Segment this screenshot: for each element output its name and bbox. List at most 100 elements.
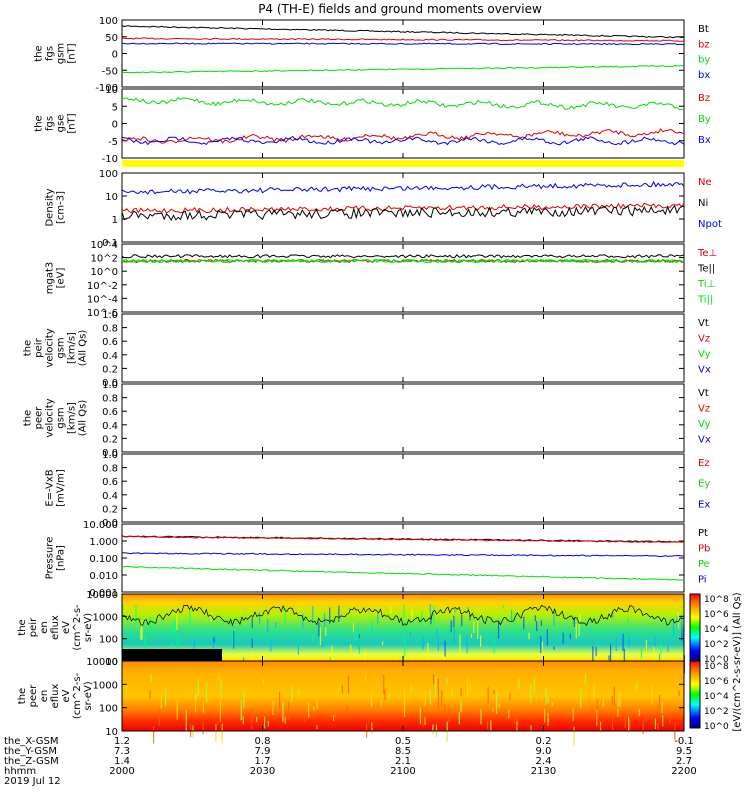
spectrogram-streak bbox=[444, 640, 446, 657]
spectrogram-streak bbox=[424, 690, 426, 707]
spectrogram-streak bbox=[575, 623, 577, 639]
fgs_gse-series-Bx bbox=[121, 135, 685, 146]
spectrogram-streak bbox=[303, 711, 305, 722]
spectrogram-streak bbox=[422, 636, 424, 650]
spectrogram-streak bbox=[490, 720, 492, 734]
spectrogram-streak bbox=[381, 641, 384, 646]
spectrogram-streak bbox=[432, 724, 434, 735]
xaxis-row-label: hhmm bbox=[4, 766, 36, 777]
peir_eflux-ylabel: sr-eV) bbox=[83, 613, 94, 642]
spectrogram-streak bbox=[622, 634, 624, 651]
xaxis-tick-label: 0.2 bbox=[536, 736, 552, 747]
spectrogram-streak bbox=[453, 628, 455, 645]
e_field-ytick: 0.6 bbox=[102, 477, 118, 488]
peer_velocity-ylabel: gsm bbox=[56, 407, 67, 428]
spectrogram-streak bbox=[469, 614, 471, 621]
xaxis-tick-label: 2200 bbox=[671, 766, 696, 777]
pressure-series-Pb bbox=[121, 535, 684, 543]
spectrogram-streak bbox=[202, 701, 204, 713]
fgs_gse-ylabel: [nT] bbox=[67, 113, 78, 133]
spectrogram-streak bbox=[302, 613, 304, 629]
spectrogram-streak bbox=[578, 619, 580, 637]
spectrogram-streak bbox=[358, 638, 361, 654]
spectrogram-streak bbox=[267, 619, 269, 633]
peir_velocity-legend-Vx: Vx bbox=[698, 365, 711, 376]
peer_velocity-ytick: 0.0 bbox=[102, 448, 118, 459]
spectrogram-streak bbox=[509, 693, 511, 700]
spectrogram-streak bbox=[611, 712, 614, 730]
peir_velocity-ytick: 0.8 bbox=[102, 324, 118, 335]
spectrogram-streak bbox=[681, 624, 683, 641]
spectrogram-streak bbox=[436, 629, 438, 637]
spectrogram-streak bbox=[466, 678, 469, 698]
spectrogram-streak bbox=[174, 619, 176, 635]
spectrogram-streak bbox=[592, 646, 594, 664]
e_field-ytick: 0.0 bbox=[102, 518, 118, 529]
peir_velocity-ylabel: velocity bbox=[45, 328, 56, 367]
fgs_gsm-series-by bbox=[121, 65, 685, 74]
spectrogram-streak bbox=[437, 678, 439, 691]
density-ytick: 100 bbox=[99, 169, 118, 180]
spectrogram-streak bbox=[608, 655, 610, 661]
density-legend-Ne: Ne bbox=[698, 177, 712, 188]
e_field-ytick: 0.2 bbox=[102, 504, 118, 515]
spectrogram-streak bbox=[371, 722, 373, 734]
spectrogram-streak bbox=[573, 617, 575, 627]
spectrogram-streak bbox=[403, 698, 406, 717]
spectrogram-streak bbox=[596, 710, 598, 726]
spectrogram-streak bbox=[202, 722, 204, 735]
spectrogram-streak bbox=[487, 719, 489, 730]
spectrogram-streak bbox=[176, 611, 178, 631]
peir_velocity-ytick: 0.2 bbox=[102, 364, 118, 375]
peer_eflux-ytick: 100 bbox=[99, 704, 118, 715]
spectrogram-streak bbox=[593, 684, 595, 700]
peer_velocity-ytick: 0.8 bbox=[102, 394, 118, 405]
spectrogram-streak bbox=[349, 608, 351, 612]
spectrogram-streak bbox=[645, 714, 647, 722]
spectrogram-streak bbox=[572, 707, 574, 722]
spectrogram-streak bbox=[404, 650, 407, 665]
fgs_gsm-ytick: -100 bbox=[95, 83, 118, 94]
xaxis-row-label: the_Z-GSM bbox=[4, 756, 59, 767]
peir_eflux-ylabel: the bbox=[17, 619, 28, 635]
spectrogram-streak bbox=[364, 654, 366, 663]
spectrogram-streak bbox=[352, 623, 355, 633]
spectrogram-streak bbox=[628, 716, 630, 733]
spectrogram-streak bbox=[409, 631, 412, 637]
fgs_gse-ytick: -5 bbox=[108, 137, 118, 148]
spectrogram-streak bbox=[546, 629, 548, 646]
spectrogram-streak bbox=[624, 714, 626, 728]
xaxis-tick-label: 0.8 bbox=[255, 736, 271, 747]
temperature-ytick: 10^4 bbox=[91, 240, 118, 251]
spectrogram-streak bbox=[480, 709, 482, 725]
spectrogram-streak bbox=[680, 615, 683, 633]
spectrogram-streak bbox=[487, 687, 489, 704]
spectrogram-streak bbox=[657, 722, 659, 730]
spectrogram-streak bbox=[206, 681, 208, 703]
spectrogram-streak bbox=[460, 698, 462, 713]
peir_velocity-ytick: 0.4 bbox=[102, 351, 118, 362]
spectrogram-streak bbox=[212, 636, 215, 649]
peir_velocity-ytick: 0.6 bbox=[102, 337, 118, 348]
xaxis-tick-label: 8.5 bbox=[395, 746, 411, 757]
spectrogram-streak bbox=[419, 707, 422, 725]
peer_eflux-spectrogram bbox=[122, 661, 684, 731]
spectrogram-streak bbox=[617, 708, 619, 717]
spectrogram-streak bbox=[284, 607, 286, 624]
spectrogram-streak bbox=[573, 726, 575, 746]
spectrogram-streak bbox=[470, 633, 473, 638]
peir_velocity-frame bbox=[121, 313, 685, 383]
pressure-ytick: 10.000 bbox=[83, 520, 118, 531]
spectrogram-streak bbox=[672, 618, 675, 637]
peer_velocity-ylabel: the bbox=[23, 410, 34, 426]
e_field-ytick: 0.8 bbox=[102, 464, 118, 475]
spectrogram-streak bbox=[437, 688, 440, 709]
spectrogram-streak bbox=[660, 640, 662, 654]
pressure-series-Pe bbox=[121, 565, 685, 581]
fgs_gsm-series-bx bbox=[121, 42, 685, 46]
temperature-ytick: 10^-2 bbox=[87, 281, 118, 292]
xaxis-tick-label: 2000 bbox=[109, 766, 134, 777]
spectrogram-streak bbox=[380, 699, 382, 707]
spectrogram-streak bbox=[288, 701, 290, 721]
